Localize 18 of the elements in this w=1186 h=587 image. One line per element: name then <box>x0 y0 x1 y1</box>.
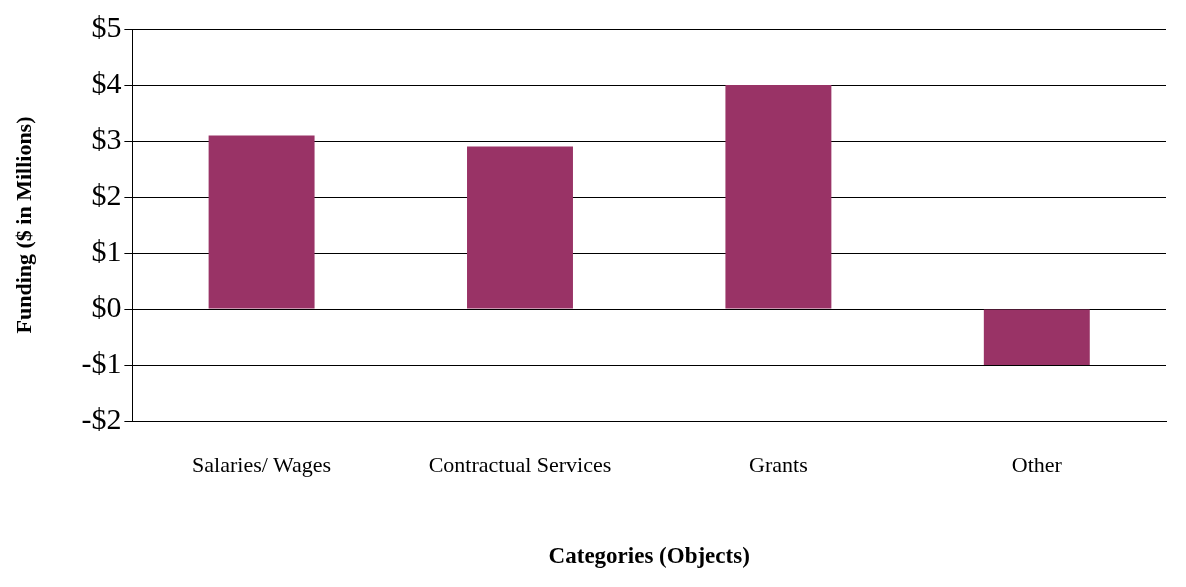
y-tick-label: $2 <box>91 177 122 211</box>
y-tick-label: $1 <box>91 233 122 267</box>
y-tick-label: -$1 <box>81 345 122 379</box>
bar <box>983 309 1090 365</box>
x-tick-label: Contractual Services <box>428 451 612 477</box>
y-tick-label: $3 <box>91 121 122 155</box>
x-tick-label: Other <box>1011 451 1063 477</box>
y-tick-label: $4 <box>91 65 122 99</box>
bar <box>725 85 832 309</box>
bar <box>208 135 315 309</box>
bar <box>467 146 573 309</box>
y-tick-label: $5 <box>91 9 122 43</box>
x-tick-label: Salaries/ Wages <box>192 451 332 477</box>
x-axis-title: Categories (Objects) <box>548 543 750 569</box>
y-tick-label: -$2 <box>81 401 122 435</box>
x-tick-label: Grants <box>749 451 808 477</box>
y-tick-label: $0 <box>91 289 122 323</box>
y-axis-title: Funding ($ in Millions) <box>10 116 36 334</box>
